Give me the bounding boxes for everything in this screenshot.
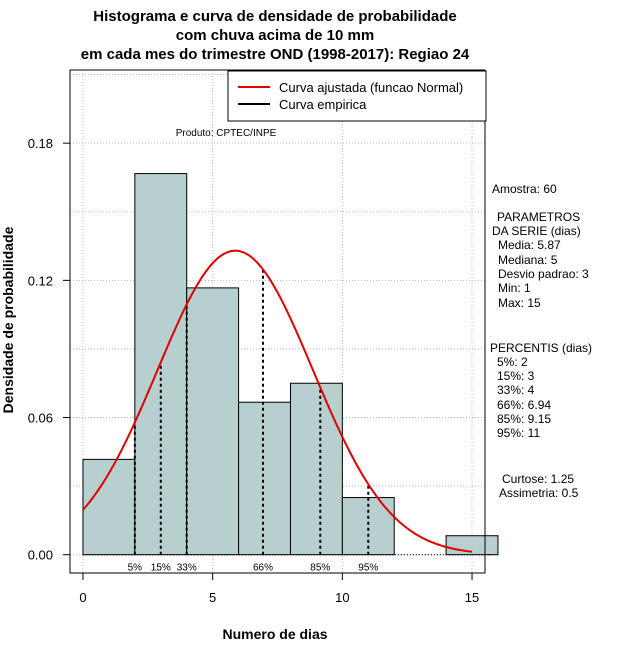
y-tick-label: 0.00 [28,548,53,563]
x-axis-label: Numero de dias [222,626,327,642]
side-panel: Amostra: 60 PARAMETROS DA SERIE (dias) M… [490,182,592,500]
histogram-bar [82,458,136,556]
stat-min: Min: 1 [498,281,531,295]
stat-skewness: Assimetria: 0.5 [499,486,579,500]
curve-layer [82,249,473,553]
stat-p95: 95%: 11 [497,426,540,440]
product-label: Produto: CPTEC/INPE [176,128,277,139]
percentile-label: 95% [358,563,378,574]
legend-box [227,70,487,122]
stat-p15: 15%: 3 [497,369,535,383]
stat-median: Mediana: 5 [498,253,558,267]
bars-layer [82,173,499,556]
chart-title-line-3: em cada mes do trimestre OND (1998-2017)… [81,46,470,63]
x-tick-label: 15 [465,590,479,605]
stat-kurtosis: Curtose: 1.25 [502,472,574,486]
plot-frame [69,69,486,574]
y-tick-label: 0.12 [28,273,53,288]
histogram-bar [186,287,240,556]
percentile-label: 66% [253,563,273,574]
stat-mean: Media: 5.87 [498,238,561,252]
y-tick-label: 0.06 [28,411,53,426]
chart-title-line-1: Histograma e curva de densidade de proba… [93,8,456,25]
percentile-label: 15% [151,563,171,574]
y-tick-label: 0.18 [28,136,53,151]
stat-stddev: Desvio padrao: 3 [498,267,589,281]
percentile-label: 33% [177,563,197,574]
x-tick-label: 5 [209,590,216,605]
legend-label-fit: Curva ajustada (funcao Normal) [279,80,463,95]
stat-p5: 5%: 2 [497,355,528,369]
stat-percentiles-heading: PERCENTIS (dias) [490,341,592,355]
axes-layer: 0 5 10 15 0.00 0.06 0.12 0.18 [28,69,486,605]
stat-p85: 85%: 9.15 [497,412,551,426]
histogram-bar [445,535,499,556]
percentile-label: 85% [310,563,330,574]
histogram-bar [289,382,343,556]
stat-sample: Amostra: 60 [492,182,557,196]
percentile-label: 5% [128,563,143,574]
percentile-lines-layer: 5% 15% 33% 66% 85% 95% [128,269,378,574]
legend: Curva ajustada (funcao Normal) Curva emp… [227,70,487,122]
normal-fit-curve [82,249,473,553]
legend-label-empirical: Curva empirica [279,97,367,112]
stat-p33: 33%: 4 [497,383,535,397]
stat-p66: 66%: 6.94 [497,398,551,412]
histogram-bar [238,401,291,556]
x-tick-label: 0 [79,590,86,605]
stat-max: Max: 15 [498,296,541,310]
chart-title-line-2: com chuva acima de 10 mm [176,27,374,44]
x-tick-label: 10 [335,590,349,605]
y-axis-label: Densidade de probabilidade [0,226,16,413]
stat-params-subheading: DA SERIE (dias) [492,224,581,238]
stat-params-heading: PARAMETROS [497,210,580,224]
